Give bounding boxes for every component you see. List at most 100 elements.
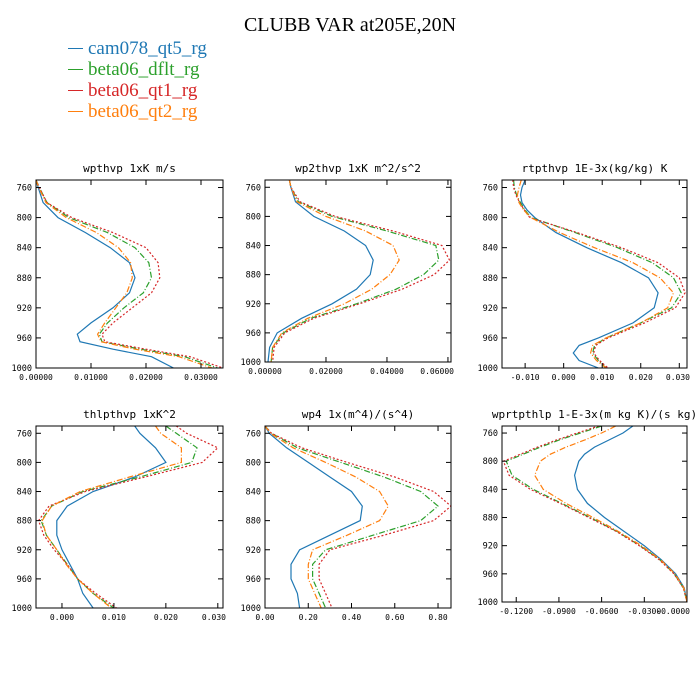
y-tick-label: 920 — [17, 546, 32, 556]
series-line — [573, 426, 687, 602]
y-tick-label: 960 — [246, 329, 261, 339]
y-tick-label: 920 — [246, 300, 261, 310]
legend-item: cam078_qt5_rg — [68, 38, 207, 59]
series-line — [265, 426, 363, 608]
y-tick-label: 760 — [246, 183, 261, 193]
plot-title: rtpthvp 1E-3x(kg/kg) K — [522, 162, 668, 175]
x-tick-label: 0.02000 — [129, 373, 163, 382]
y-tick-label: 1000 — [12, 364, 32, 374]
y-tick-label: 800 — [246, 212, 261, 222]
plot-panel: wprtpthlp 1-E-3x(m kg K)/(s kg) 760 800 840… — [478, 408, 698, 616]
plot-panel: wpthvp 1xK m/s 760 800 840 880 920 960 10000.00… — [12, 162, 224, 382]
x-tick-label: 0.020 — [629, 373, 653, 382]
legend-label: beta06_qt1_rg — [88, 80, 198, 101]
x-tick-label: 0.20 — [299, 613, 318, 622]
x-tick-label: 0.80 — [428, 613, 447, 622]
x-tick-label: 0.06000 — [420, 367, 454, 376]
legend: cam078_qt5_rg beta06_dflt_rg beta06_qt1_… — [68, 38, 207, 122]
plot-frame — [501, 425, 688, 603]
y-tick-label: 960 — [483, 570, 498, 580]
series-line — [267, 180, 374, 362]
plot-frame — [264, 179, 452, 363]
x-tick-label: -0.1200 — [499, 607, 533, 616]
x-tick-label: 0.00000 — [19, 373, 53, 382]
x-tick-label: -0.0000 — [656, 607, 690, 616]
legend-swatch — [68, 90, 83, 91]
y-tick-label: 960 — [17, 334, 32, 344]
y-tick-label: 880 — [17, 274, 32, 284]
series-line — [270, 180, 400, 362]
series-line — [40, 426, 198, 608]
y-tick-label: 920 — [483, 304, 498, 314]
x-tick-label: 0.40 — [342, 613, 361, 622]
y-tick-label: 760 — [17, 429, 32, 439]
plot-panel: rtpthvp 1E-3x(kg/kg) K 760 800 840 880 920 960… — [478, 162, 691, 382]
plot-panel: wp2thvp 1xK m^2/s^2 760 800 840 880 920 960 100… — [241, 162, 455, 376]
plot-title: wprtpthlp 1-E-3x(m kg K)/(s kg) — [492, 408, 697, 421]
x-tick-label: 0.02000 — [309, 367, 343, 376]
legend-swatch — [68, 48, 83, 49]
y-tick-label: 1000 — [478, 364, 498, 374]
legend-label: cam078_qt5_rg — [88, 38, 207, 59]
y-tick-label: 840 — [483, 485, 498, 495]
series-line — [512, 180, 686, 368]
y-tick-label: 880 — [17, 517, 32, 527]
y-tick-label: 840 — [246, 242, 261, 252]
y-tick-label: 800 — [17, 458, 32, 468]
y-tick-label: 840 — [17, 244, 32, 254]
series-line — [56, 426, 167, 608]
x-tick-label: 0.030 — [666, 373, 690, 382]
y-tick-label: 1000 — [12, 604, 32, 614]
series-line — [37, 426, 219, 608]
y-tick-label: 800 — [17, 214, 32, 224]
legend-label: beta06_qt2_rg — [88, 101, 198, 122]
series-line — [270, 180, 440, 362]
y-tick-label: 840 — [483, 244, 498, 254]
legend-item: beta06_dflt_rg — [68, 59, 207, 80]
y-tick-label: 760 — [246, 429, 261, 439]
series-line — [36, 180, 213, 368]
y-tick-label: 920 — [246, 546, 261, 556]
y-tick-label: 760 — [483, 184, 498, 194]
legend-swatch — [68, 69, 83, 70]
x-tick-label: 0.020 — [154, 613, 178, 622]
legend-swatch — [68, 111, 83, 112]
y-tick-label: 960 — [246, 575, 261, 585]
y-tick-label: 920 — [483, 542, 498, 552]
plot-frame — [501, 179, 688, 369]
y-tick-label: 1000 — [241, 604, 261, 614]
x-tick-label: 0.00 — [255, 613, 274, 622]
plot-title: wp2thvp 1xK m^2/s^2 — [295, 162, 421, 175]
series-line — [36, 180, 174, 368]
plot-frame — [35, 179, 224, 369]
x-tick-label: 0.000 — [50, 613, 74, 622]
x-tick-label: 0.04000 — [370, 367, 404, 376]
plot-panel: wp4 1x(m^4)/(s^4)76080084088092096010000… — [241, 408, 452, 622]
series-line — [505, 426, 687, 602]
x-tick-label: -0.010 — [511, 373, 540, 382]
x-tick-label: 0.000 — [552, 373, 576, 382]
plot-panel: thlpthvp 1xK^2 760 800 840 880 920 960 1000 0.00… — [12, 408, 227, 622]
series-line — [272, 180, 451, 362]
x-tick-label: -0.0600 — [585, 607, 619, 616]
y-tick-label: 840 — [246, 488, 261, 498]
x-tick-label: 0.60 — [385, 613, 404, 622]
y-tick-label: 880 — [246, 271, 261, 281]
y-tick-label: 1000 — [478, 598, 498, 608]
x-tick-label: 0.030 — [202, 613, 226, 622]
series-line — [36, 180, 218, 368]
series-line — [534, 426, 687, 602]
series-line — [265, 426, 439, 608]
plot-title: thlpthvp 1xK^2 — [83, 408, 176, 421]
x-tick-label: 0.010 — [102, 613, 126, 622]
series-line — [265, 426, 451, 608]
series-line — [516, 180, 675, 368]
x-tick-label: 0.01000 — [74, 373, 108, 382]
y-tick-label: 960 — [483, 334, 498, 344]
series-line — [502, 426, 687, 602]
x-tick-label: 0.010 — [590, 373, 614, 382]
series-line — [519, 180, 659, 368]
y-tick-label: 880 — [483, 514, 498, 524]
legend-item: beta06_qt2_rg — [68, 101, 207, 122]
plot-title: wp4 1x(m^4)/(s^4) — [302, 408, 415, 421]
